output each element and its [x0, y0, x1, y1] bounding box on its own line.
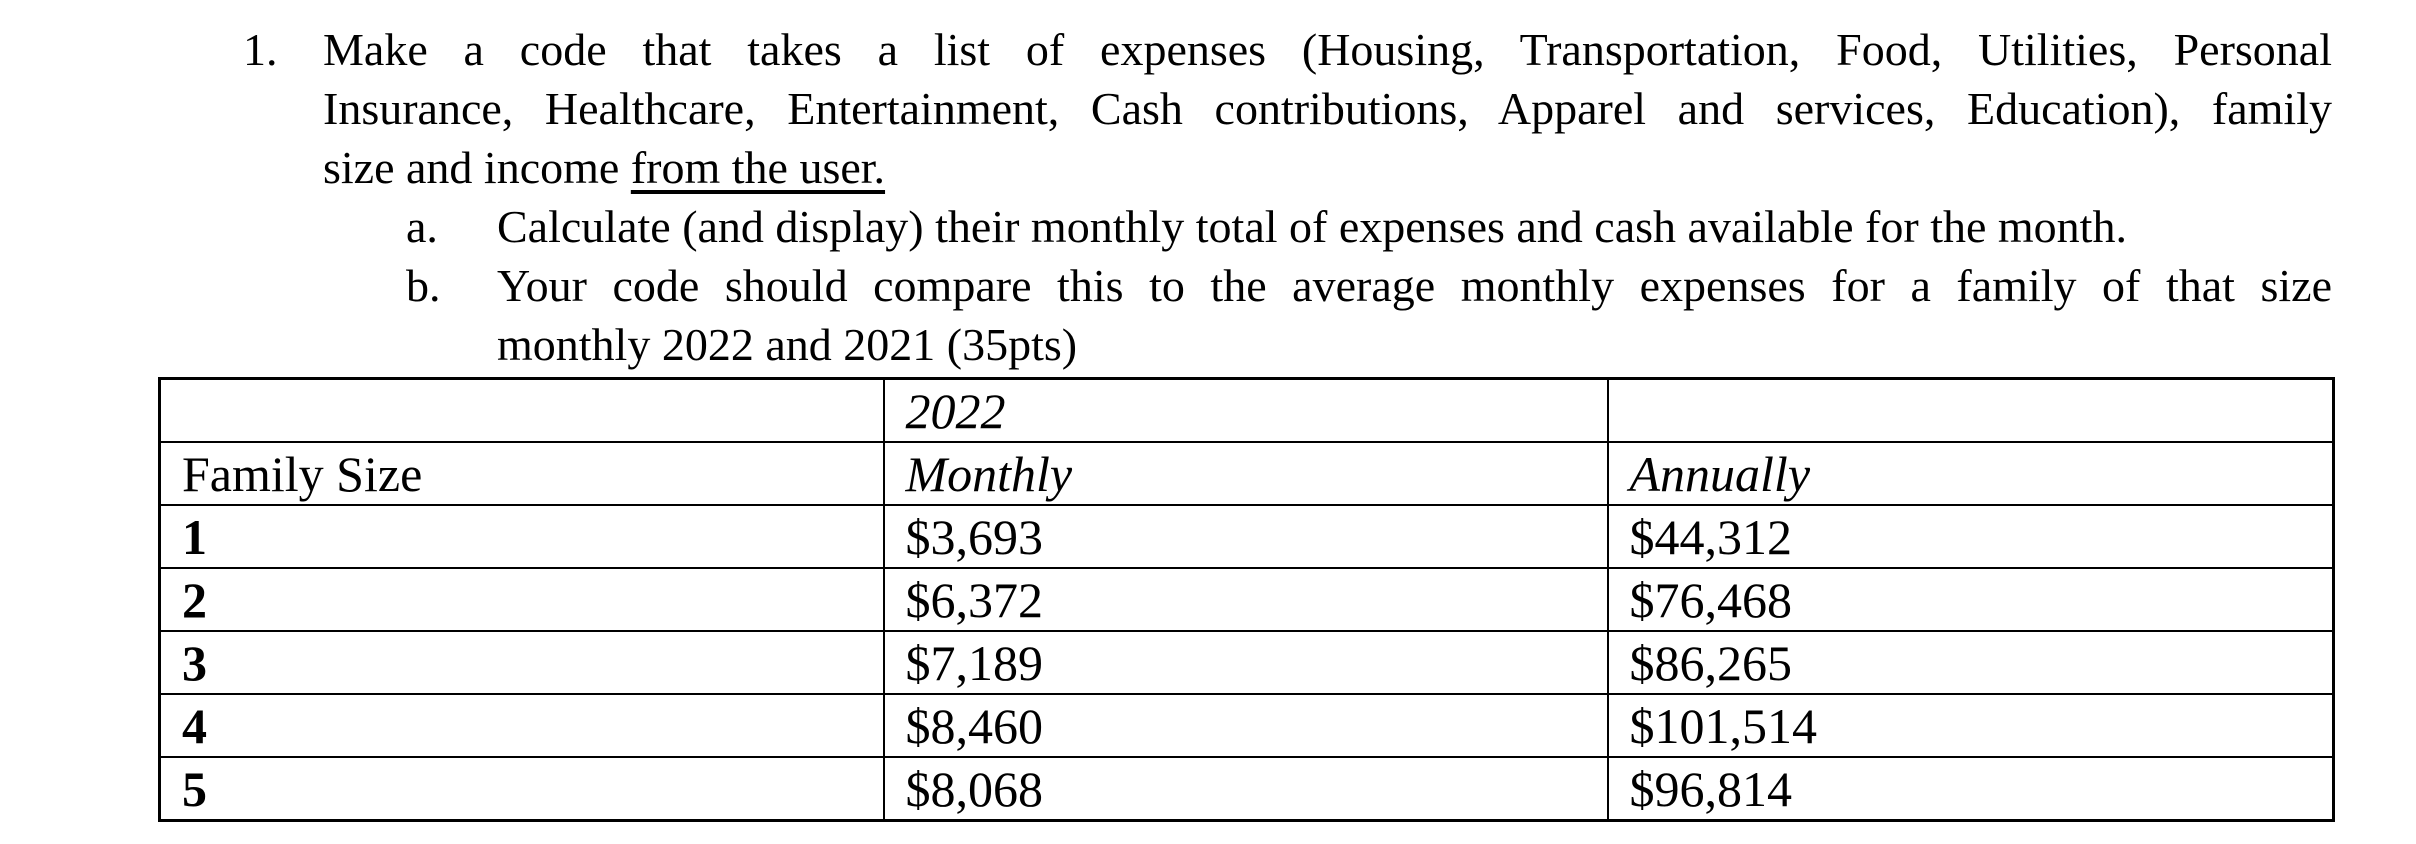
monthly-cell: $8,068: [882, 756, 1609, 822]
annually-cell: $44,312: [1606, 504, 2335, 569]
monthly-cell: $3,693: [882, 504, 1609, 569]
annually-cell: $101,514: [1606, 693, 2335, 758]
year-header-cell: 2022: [882, 377, 1609, 443]
table-row: 2 $6,372 $76,468: [158, 567, 2335, 632]
table-row: 5 $8,068 $96,814: [158, 756, 2335, 822]
family-size-cell: 5: [158, 756, 885, 822]
annually-cell: $96,814: [1606, 756, 2335, 822]
item-b-line-2: monthly 2022 and 2021 (35pts): [497, 319, 1078, 370]
item-b-line-1: Your code should compare this to the ave…: [497, 260, 2332, 311]
monthly-cell: $7,189: [882, 630, 1609, 695]
monthly-cell: $6,372: [882, 567, 1609, 632]
table-row: 3 $7,189 $86,265: [158, 630, 2335, 695]
list-item-b-marker: b.: [406, 260, 441, 311]
list-item-1-marker: 1.: [243, 24, 278, 75]
empty-cell: [158, 377, 885, 443]
underlined-phrase: from the user.: [630, 142, 886, 193]
family-size-cell: 4: [158, 693, 885, 758]
list-item-b-text: Your code should compare this to the ave…: [497, 256, 2332, 374]
list-item-a-marker: a.: [406, 201, 438, 252]
table-row-column-headers: Family Size Monthly Annually: [158, 441, 2335, 506]
annually-header-cell: Annually: [1606, 441, 2335, 506]
annually-cell: $76,468: [1606, 567, 2335, 632]
monthly-header-cell: Monthly: [882, 441, 1609, 506]
list-item-1-paragraph: Make a code that takes a list of expense…: [323, 20, 2332, 197]
list-item-a-text: Calculate (and display) their monthly to…: [497, 201, 2127, 252]
family-size-cell: 3: [158, 630, 885, 695]
paragraph-line-3: size and income from the user.: [323, 138, 2332, 197]
monthly-cell: $8,460: [882, 693, 1609, 758]
expenses-table: 2022 Family Size Monthly Annually 1 $3,6…: [158, 377, 2335, 822]
paragraph-line-1: Make a code that takes a list of expense…: [323, 24, 2332, 75]
family-size-header-cell: Family Size: [158, 441, 885, 506]
table-row: 1 $3,693 $44,312: [158, 504, 2335, 569]
empty-cell: [1606, 377, 2335, 443]
family-size-cell: 1: [158, 504, 885, 569]
paragraph-line-3-text: size and income: [323, 142, 631, 193]
paragraph-line-2: Insurance, Healthcare, Entertainment, Ca…: [323, 83, 2332, 134]
table-row: 4 $8,460 $101,514: [158, 693, 2335, 758]
table-row-year-header: 2022: [158, 377, 2335, 443]
family-size-cell: 2: [158, 567, 885, 632]
annually-cell: $86,265: [1606, 630, 2335, 695]
